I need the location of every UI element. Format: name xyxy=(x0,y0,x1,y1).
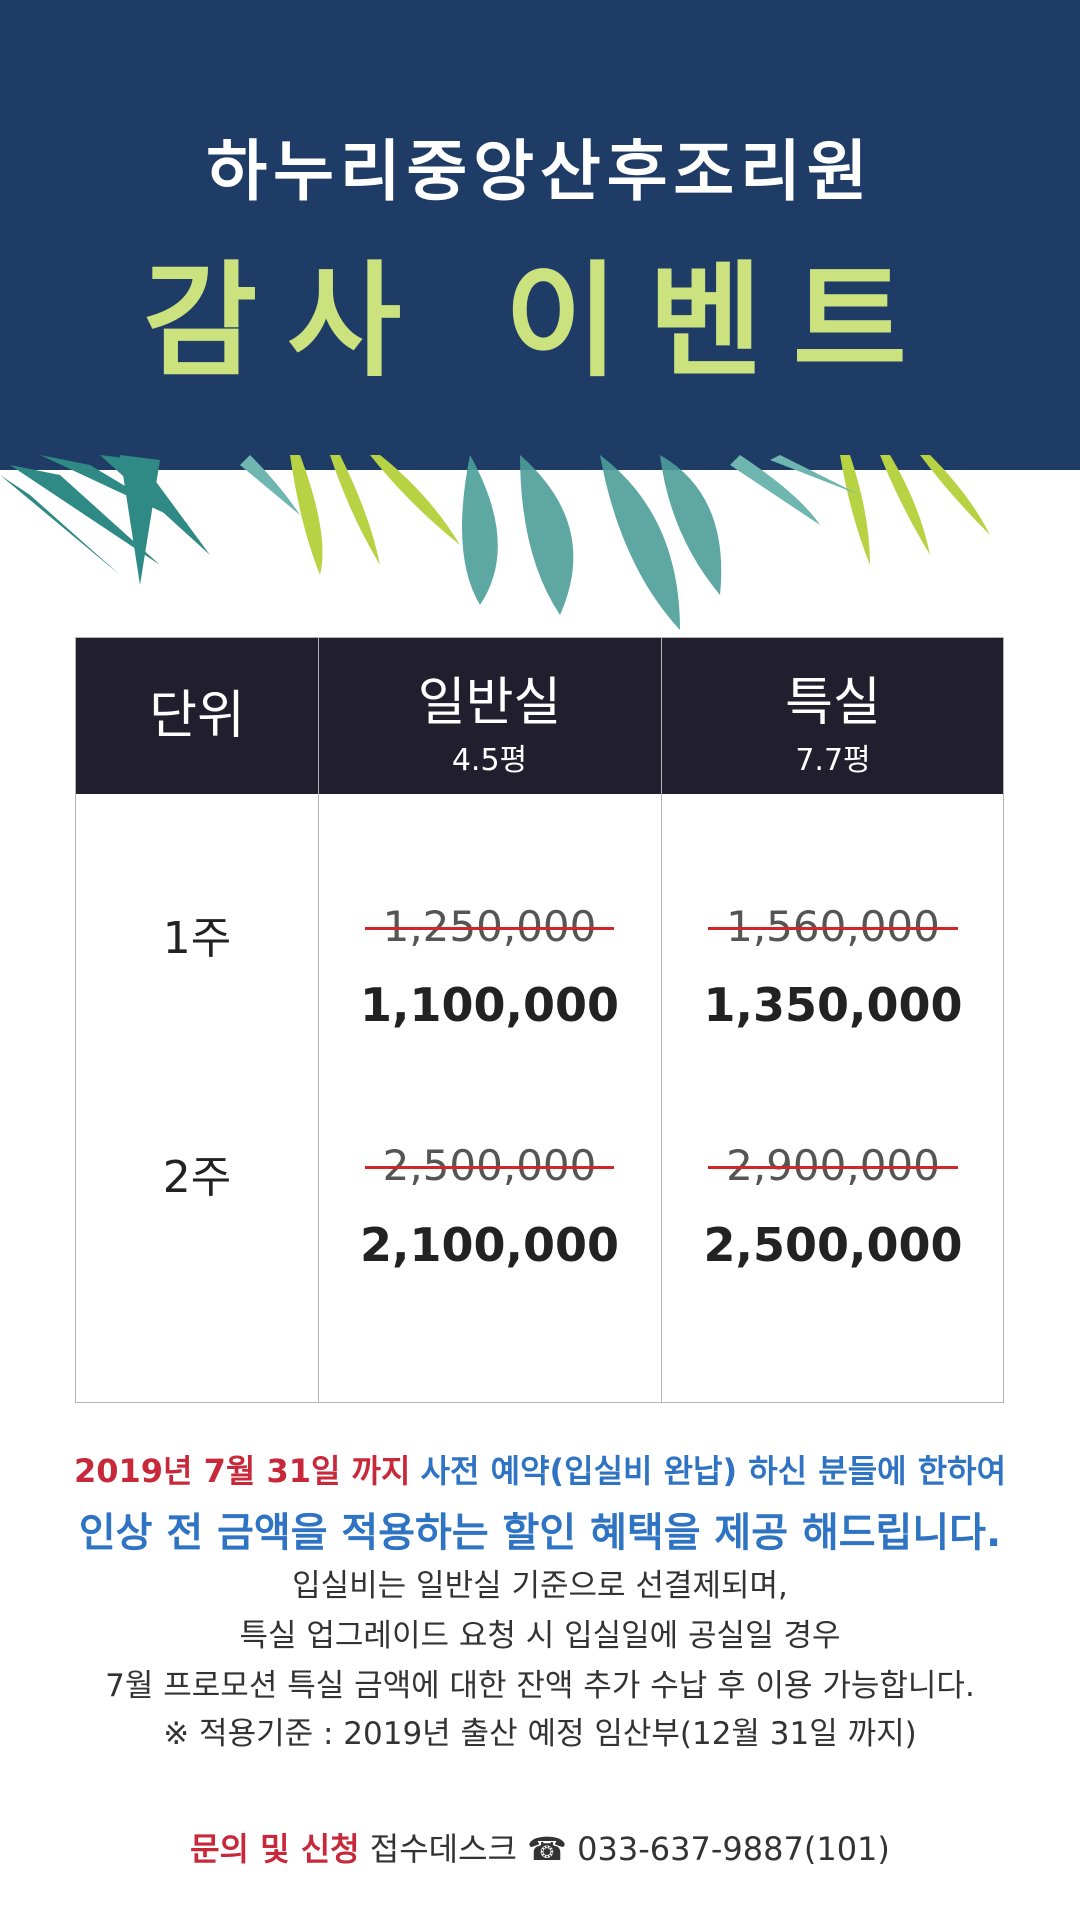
special-room-label: 특실 xyxy=(785,673,881,733)
phone-icon: ☎ xyxy=(527,1830,567,1868)
header-unit: 단위 xyxy=(76,638,318,794)
special-old-price: 1,560,000 xyxy=(661,902,1005,951)
phone-number[interactable]: 033-637-9887(101) xyxy=(577,1830,890,1868)
column-divider xyxy=(318,638,319,1402)
event-title: 감사 이벤트 xyxy=(143,250,937,394)
special-room-size: 7.7평 xyxy=(795,743,871,778)
leaf-decoration xyxy=(0,455,990,630)
detail-line-3: 7월 프로모션 특실 금액에 대한 잔액 추가 수납 후 이용 가능합니다. xyxy=(105,1668,975,1704)
promo-condition: 2019년 7월 31일 까지 사전 예약(입실비 완납) 하신 분들에 한하여 xyxy=(0,1446,1080,1492)
row-unit-2week: 2주 xyxy=(162,1152,232,1203)
criteria-note: ※ 적용기준 : 2019년 출산 예정 임산부(12월 31일 까지) xyxy=(163,1716,917,1752)
header-general: 일반실 4.5평 xyxy=(318,638,661,794)
special-new-price: 1,350,000 xyxy=(703,978,963,1032)
general-new-price: 2,100,000 xyxy=(360,1218,619,1272)
contact-label: 문의 및 신청 xyxy=(190,1830,360,1868)
header-banner: 하누리중앙산후조리원 감사 이벤트 xyxy=(0,0,1080,470)
strikethrough-line xyxy=(364,927,615,931)
row-unit-1week: 1주 xyxy=(162,913,232,964)
general-room-label: 일반실 xyxy=(417,673,562,733)
column-divider xyxy=(661,638,662,1402)
desk-label: 접수데스크 xyxy=(369,1830,517,1868)
general-old-price: 1,250,000 xyxy=(318,902,661,951)
price-table: 단위 일반실 4.5평 특실 7.7평 1주 1,250,000 1,100,0… xyxy=(75,637,1004,1403)
strikethrough-line xyxy=(708,1166,958,1170)
strikethrough-line xyxy=(364,1166,615,1170)
detail-line-1: 입실비는 일반실 기준으로 선결제되며, xyxy=(292,1568,788,1604)
contact-info: 문의 및 신청 접수데스크 ☎ 033-637-9887(101) xyxy=(0,1824,1080,1870)
condition-text: 사전 예약(입실비 완납) 하신 분들에 한하여 xyxy=(420,1452,1007,1490)
general-room-size: 4.5평 xyxy=(451,743,528,778)
table-header xyxy=(76,638,1003,794)
special-new-price: 2,500,000 xyxy=(703,1218,963,1272)
benefit-text: 인상 전 금액을 적용하는 할인 혜택을 제공 해드립니다. xyxy=(78,1510,1002,1556)
general-new-price: 1,100,000 xyxy=(360,978,619,1032)
general-old-price: 2,500,000 xyxy=(318,1141,661,1190)
header-special: 특실 7.7평 xyxy=(661,638,1005,794)
header-unit-label: 단위 xyxy=(149,686,245,746)
deadline-text: 2019년 7월 31일 까지 xyxy=(73,1452,411,1490)
special-old-price: 2,900,000 xyxy=(661,1141,1005,1190)
strikethrough-line xyxy=(708,927,958,931)
detail-line-2: 특실 업그레이드 요청 시 입실일에 공실일 경우 xyxy=(239,1618,841,1654)
center-name: 하누리중앙산후조리원 xyxy=(206,133,874,210)
